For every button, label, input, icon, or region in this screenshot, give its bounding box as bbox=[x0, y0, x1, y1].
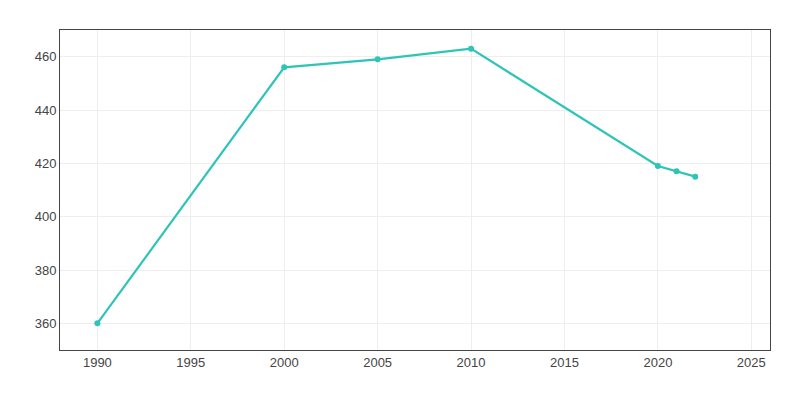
svg-text:360: 360 bbox=[35, 316, 57, 331]
svg-text:460: 460 bbox=[35, 49, 57, 64]
svg-text:2020: 2020 bbox=[643, 355, 672, 370]
svg-text:420: 420 bbox=[35, 156, 57, 171]
svg-text:1995: 1995 bbox=[176, 355, 205, 370]
svg-text:1990: 1990 bbox=[83, 355, 112, 370]
svg-text:2010: 2010 bbox=[457, 355, 486, 370]
svg-text:2005: 2005 bbox=[363, 355, 392, 370]
svg-text:440: 440 bbox=[35, 103, 57, 118]
svg-text:2015: 2015 bbox=[550, 355, 579, 370]
svg-text:2000: 2000 bbox=[270, 355, 299, 370]
svg-text:380: 380 bbox=[35, 263, 57, 278]
svg-text:400: 400 bbox=[35, 209, 57, 224]
svg-text:2025: 2025 bbox=[737, 355, 766, 370]
